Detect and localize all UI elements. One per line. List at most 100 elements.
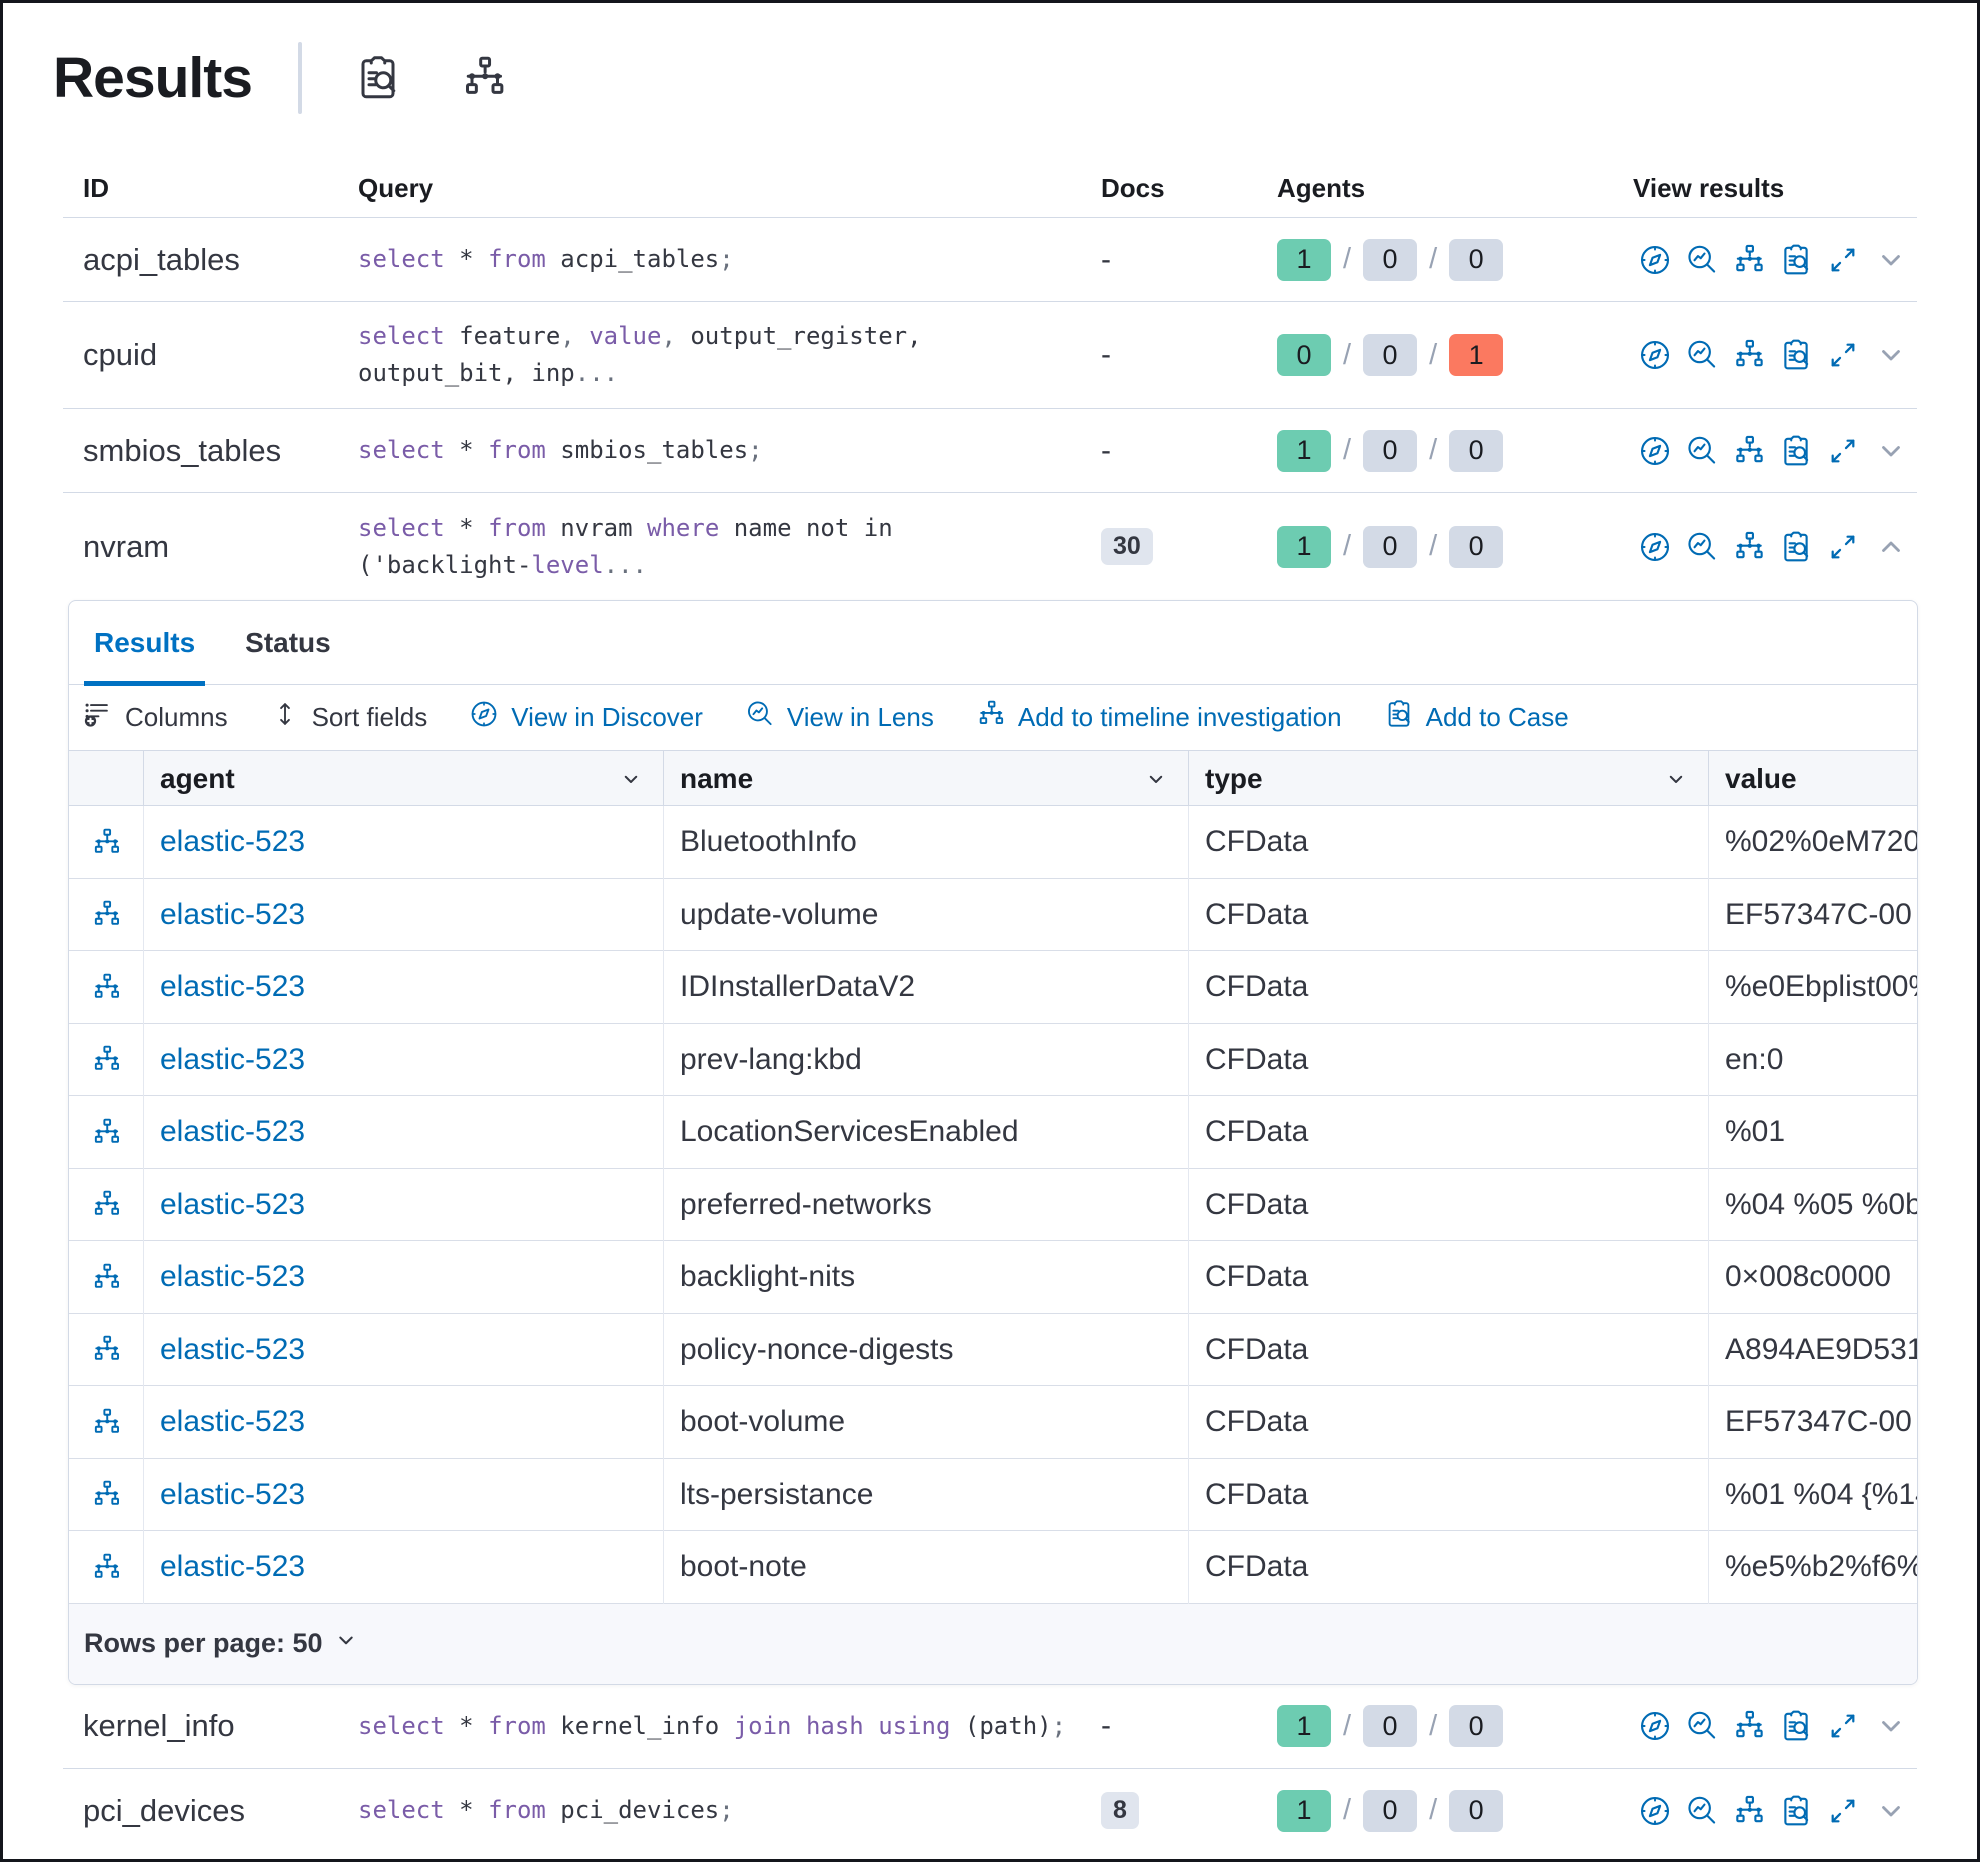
- expand-icon[interactable]: [1826, 530, 1860, 564]
- add-to-timeline-icon[interactable]: [1732, 338, 1766, 372]
- agent-link[interactable]: elastic-523: [160, 1187, 306, 1221]
- page-header: Results: [53, 36, 1917, 120]
- chevron-down-icon[interactable]: [619, 767, 643, 791]
- row-node-tree-icon[interactable]: [91, 1117, 122, 1148]
- agent-link[interactable]: elastic-523: [160, 1477, 306, 1511]
- agents-badge-neutral: 0: [1449, 238, 1504, 281]
- agents-badge-neutral: 0: [1363, 429, 1418, 472]
- rows-per-page-button[interactable]: Rows per page: 50: [84, 1627, 359, 1660]
- agent-link[interactable]: elastic-523: [160, 1405, 306, 1439]
- grid-column-header-type[interactable]: type: [1189, 751, 1709, 806]
- agent-link[interactable]: elastic-523: [160, 825, 306, 859]
- add-to-case-icon[interactable]: [1779, 1709, 1813, 1743]
- inspect-icon-button[interactable]: [354, 54, 402, 102]
- expand-icon[interactable]: [1826, 1794, 1860, 1828]
- expand-row-chevron[interactable]: [1875, 1795, 1907, 1827]
- row-node-tree-icon[interactable]: [91, 1044, 122, 1075]
- tab-results[interactable]: Results: [84, 601, 206, 686]
- agent-link[interactable]: elastic-523: [160, 897, 306, 931]
- add-to-case-button[interactable]: Add to Case: [1384, 699, 1569, 736]
- agents-badge-success: 0: [1277, 334, 1331, 376]
- result-type: CFData: [1189, 1241, 1709, 1314]
- row-node-tree-icon[interactable]: [91, 1334, 122, 1365]
- row-node-tree-icon[interactable]: [91, 899, 122, 930]
- grid-column-header-name[interactable]: name: [664, 751, 1189, 806]
- expand-icon[interactable]: [1826, 243, 1860, 277]
- view-in-discover-icon[interactable]: [1638, 530, 1672, 564]
- view-in-discover-icon[interactable]: [1638, 1709, 1672, 1743]
- agent-link[interactable]: elastic-523: [160, 1332, 306, 1366]
- grid-column-header-agent[interactable]: agent: [144, 751, 664, 806]
- view-in-lens-icon[interactable]: [1685, 338, 1719, 372]
- view-in-discover-button[interactable]: View in Discover: [469, 699, 703, 736]
- view-in-lens-icon[interactable]: [1685, 434, 1719, 468]
- expand-icon[interactable]: [1826, 434, 1860, 468]
- grid-column-header-value[interactable]: value: [1725, 762, 1797, 794]
- add-to-timeline-icon[interactable]: [1732, 1709, 1766, 1743]
- add-to-case-icon[interactable]: [1779, 530, 1813, 564]
- add-to-timeline-button[interactable]: Add to timeline investigation: [976, 699, 1342, 736]
- view-in-discover-icon[interactable]: [1638, 434, 1672, 468]
- query-sql: select * from smbios_tables;: [358, 436, 763, 464]
- view-in-lens-icon[interactable]: [1685, 1709, 1719, 1743]
- view-in-lens-icon[interactable]: [1685, 243, 1719, 277]
- expand-icon[interactable]: [1826, 338, 1860, 372]
- query-row-kernel_info: kernel_info select * from kernel_info jo…: [63, 1685, 1917, 1769]
- queries-table-header: ID Query Docs Agents View results: [63, 164, 1917, 218]
- agents-badge-danger: 1: [1449, 334, 1504, 376]
- view-in-discover-icon[interactable]: [1638, 243, 1672, 277]
- add-to-timeline-icon[interactable]: [1732, 434, 1766, 468]
- view-in-discover-label: View in Discover: [511, 702, 703, 732]
- view-in-discover-icon[interactable]: [1638, 1794, 1672, 1828]
- add-to-case-icon[interactable]: [1779, 243, 1813, 277]
- view-in-lens-icon[interactable]: [1685, 530, 1719, 564]
- add-to-case-icon[interactable]: [1779, 338, 1813, 372]
- row-node-tree-icon[interactable]: [91, 1189, 122, 1220]
- result-type: CFData: [1189, 1168, 1709, 1241]
- row-node-tree-icon[interactable]: [91, 972, 122, 1003]
- chevron-down-icon[interactable]: [1664, 767, 1688, 791]
- result-value: EF57347C-00: [1725, 1405, 1912, 1439]
- agent-link[interactable]: elastic-523: [160, 1115, 306, 1149]
- column-header-id: ID: [83, 173, 109, 203]
- expand-icon[interactable]: [1826, 1709, 1860, 1743]
- add-to-timeline-icon[interactable]: [1732, 530, 1766, 564]
- sort-fields-button[interactable]: Sort fields: [270, 699, 428, 736]
- add-to-case-icon[interactable]: [1779, 1794, 1813, 1828]
- row-node-tree-icon[interactable]: [91, 827, 122, 858]
- agent-link[interactable]: elastic-523: [160, 1042, 306, 1076]
- view-in-lens-icon[interactable]: [1685, 1794, 1719, 1828]
- tab-status[interactable]: Status: [235, 601, 341, 685]
- row-node-tree-icon[interactable]: [91, 1262, 122, 1293]
- expand-row-chevron[interactable]: [1875, 1710, 1907, 1742]
- row-node-tree-icon[interactable]: [91, 1407, 122, 1438]
- columns-button[interactable]: Columns: [83, 699, 228, 736]
- query-row-cpuid: cpuid select feature, value, output_regi…: [63, 302, 1917, 409]
- collapse-row-chevron[interactable]: [1875, 531, 1907, 563]
- row-node-tree-icon[interactable]: [91, 1479, 122, 1510]
- agent-link[interactable]: elastic-523: [160, 1260, 306, 1294]
- view-in-lens-button[interactable]: View in Lens: [745, 699, 934, 736]
- expanded-results-panel: Results Status Columns Sort fields: [68, 600, 1918, 1685]
- query-row-acpi_tables: acpi_tables select * from acpi_tables; -…: [63, 218, 1917, 302]
- agent-link[interactable]: elastic-523: [160, 970, 306, 1004]
- view-in-lens-label: View in Lens: [786, 702, 934, 732]
- agents-badge-success: 1: [1277, 429, 1331, 472]
- node-tree-icon-button[interactable]: [460, 54, 508, 102]
- agent-link[interactable]: elastic-523: [160, 1550, 306, 1584]
- expand-row-chevron[interactable]: [1875, 435, 1907, 467]
- add-to-timeline-icon[interactable]: [1732, 1794, 1766, 1828]
- result-name: LocationServicesEnabled: [664, 1096, 1189, 1169]
- add-to-case-icon[interactable]: [1779, 434, 1813, 468]
- expand-row-chevron[interactable]: [1875, 339, 1907, 371]
- chevron-down-icon[interactable]: [1144, 767, 1168, 791]
- row-node-tree-icon[interactable]: [91, 1552, 122, 1583]
- agents-badge-success: 1: [1277, 238, 1331, 281]
- sort-fields-label: Sort fields: [311, 702, 428, 732]
- result-row: elastic-523 update-volume CFData EF57347…: [69, 878, 1917, 951]
- expand-row-chevron[interactable]: [1875, 244, 1907, 276]
- query-docs-count: -: [1101, 433, 1111, 467]
- view-in-discover-icon[interactable]: [1638, 338, 1672, 372]
- query-actions: [1633, 1709, 1917, 1743]
- add-to-timeline-icon[interactable]: [1732, 243, 1766, 277]
